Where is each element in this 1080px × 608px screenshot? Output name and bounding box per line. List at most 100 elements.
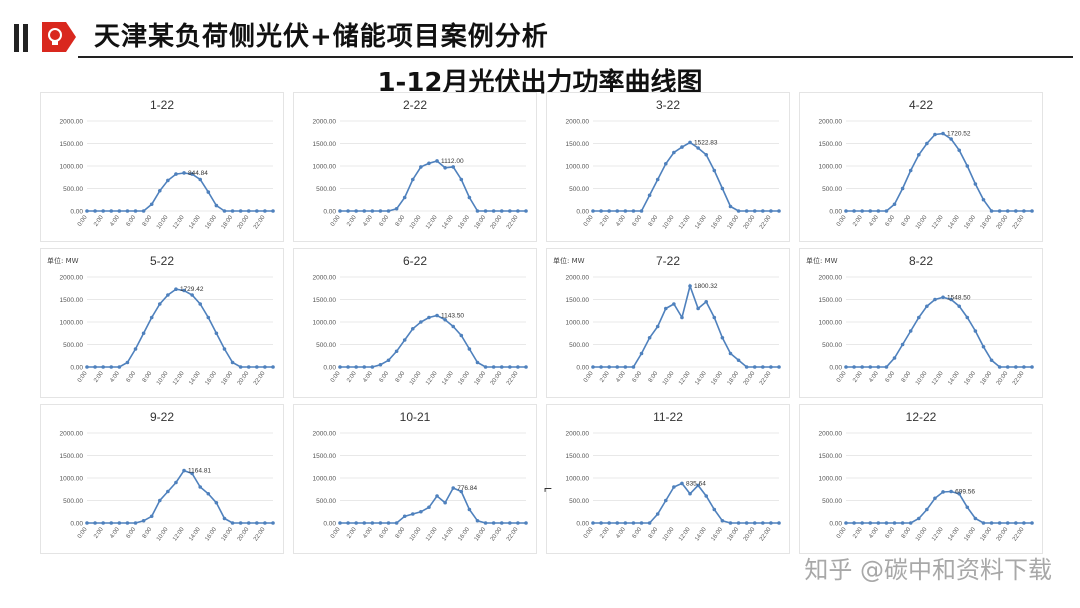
data-point: [109, 209, 114, 213]
data-point: [615, 365, 620, 369]
y-tick-label: 1000.00: [313, 476, 337, 483]
x-tick-label: 14:00: [947, 214, 961, 230]
data-point: [884, 209, 889, 213]
data-point: [222, 516, 227, 521]
data-point: [141, 209, 146, 213]
y-tick-label: 0.00: [70, 365, 83, 372]
y-tick-label: 2000.00: [60, 275, 84, 282]
data-point: [981, 197, 986, 202]
x-tick-label: 22:00: [253, 370, 267, 386]
data-point: [688, 140, 692, 145]
x-tick-label: 18:00: [221, 526, 235, 542]
data-point: [443, 166, 447, 170]
data-point: [354, 209, 358, 213]
line-chart-1: 1-22 2000.00 1500.00 1000.00 500.00 0.000:00 2…: [60, 98, 275, 230]
y-tick-label: 1000.00: [819, 476, 843, 483]
data-point: [370, 521, 375, 525]
data-point: [672, 150, 676, 155]
y-tick-label: 0.00: [829, 365, 842, 372]
data-point: [386, 209, 391, 213]
data-point: [631, 365, 636, 369]
x-tick-label: 16:00: [458, 370, 472, 386]
data-point: [860, 365, 864, 369]
y-tick-label: 0.00: [829, 209, 842, 216]
x-tick-label: 14:00: [441, 526, 455, 542]
x-tick-label: 4:00: [868, 370, 880, 384]
peak-data-label: 835.64: [686, 480, 706, 487]
data-point: [402, 514, 407, 519]
data-point: [109, 521, 114, 525]
chart-panel-6: 6-22 2000.00 1500.00 1000.00 500.00 0.00 0:00 2…: [293, 248, 537, 398]
data-point: [860, 521, 864, 525]
x-tick-label: 6:00: [379, 214, 391, 228]
x-tick-label: 8:00: [901, 370, 913, 384]
y-tick-label: 500.00: [569, 498, 589, 505]
y-tick-label: 0.00: [576, 209, 589, 216]
x-tick-label: 10:00: [915, 526, 929, 542]
chart-title: 8-22: [909, 254, 933, 268]
data-point: [1030, 365, 1034, 369]
data-point: [354, 365, 358, 369]
data-point: [362, 209, 367, 213]
y-tick-label: 0.00: [323, 209, 336, 216]
data-point: [989, 209, 994, 213]
data-point: [736, 358, 741, 363]
x-tick-label: 6:00: [632, 526, 644, 540]
data-point: [688, 491, 692, 496]
data-point: [908, 329, 913, 333]
series-line: [87, 288, 273, 368]
y-tick-label: 1500.00: [313, 141, 337, 148]
x-tick-label: 14:00: [694, 526, 708, 542]
x-tick-label: 20:00: [743, 526, 757, 542]
data-point: [712, 507, 717, 512]
data-point: [957, 491, 962, 496]
y-tick-label: 1000.00: [566, 164, 590, 171]
line-chart-2: 2-22 2000.00 1500.00 1000.00 500.00 0.000:00 2…: [313, 98, 528, 230]
data-point: [900, 521, 905, 525]
data-point: [900, 186, 905, 191]
chart-panel-3: 3-22 2000.00 1500.00 1000.00 500.00 0.00 0:00 2…: [546, 92, 790, 242]
chart-panel-11: 11-22 2000.00 1500.00 1000.00 500.00 0.00 0:00…: [546, 404, 790, 554]
data-point: [125, 360, 130, 365]
chart-title: 1-22: [150, 98, 174, 112]
x-tick-label: 22:00: [759, 526, 773, 542]
chart-title: 2-22: [403, 98, 427, 112]
data-point: [973, 182, 978, 186]
x-tick-label: 22:00: [506, 370, 520, 386]
x-tick-label: 14:00: [694, 214, 708, 230]
x-tick-label: 2:00: [852, 370, 864, 384]
data-point: [354, 521, 358, 525]
data-point: [394, 521, 399, 525]
data-point: [157, 302, 162, 306]
series-line: [846, 490, 1032, 524]
x-tick-label: 6:00: [379, 526, 391, 540]
x-tick-label: 10:00: [662, 526, 676, 542]
x-tick-label: 10:00: [662, 370, 676, 386]
x-tick-label: 6:00: [632, 214, 644, 228]
x-tick-label: 6:00: [632, 370, 644, 384]
x-tick-label: 2:00: [346, 370, 358, 384]
data-point: [419, 165, 423, 169]
data-point: [981, 521, 986, 525]
x-tick-label: 18:00: [980, 214, 994, 230]
data-point: [949, 489, 953, 494]
data-point: [752, 521, 757, 525]
x-tick-label: 14:00: [694, 370, 708, 386]
series-line: [340, 486, 526, 524]
data-point: [271, 521, 275, 525]
series-line: [593, 482, 779, 524]
x-tick-label: 2:00: [852, 526, 864, 540]
peak-data-label: 844.84: [188, 170, 208, 177]
x-tick-label: 0:00: [330, 214, 342, 228]
data-point: [410, 177, 415, 182]
y-tick-label: 500.00: [569, 186, 589, 193]
data-point: [508, 209, 512, 213]
x-tick-label: 16:00: [964, 526, 978, 542]
x-tick-label: 18:00: [474, 526, 488, 542]
data-point: [459, 177, 464, 182]
y-tick-label: 0.00: [576, 521, 589, 528]
x-tick-label: 20:00: [996, 526, 1010, 542]
x-tick-label: 0:00: [583, 214, 595, 228]
x-tick-label: 20:00: [743, 370, 757, 386]
data-point: [688, 284, 692, 288]
